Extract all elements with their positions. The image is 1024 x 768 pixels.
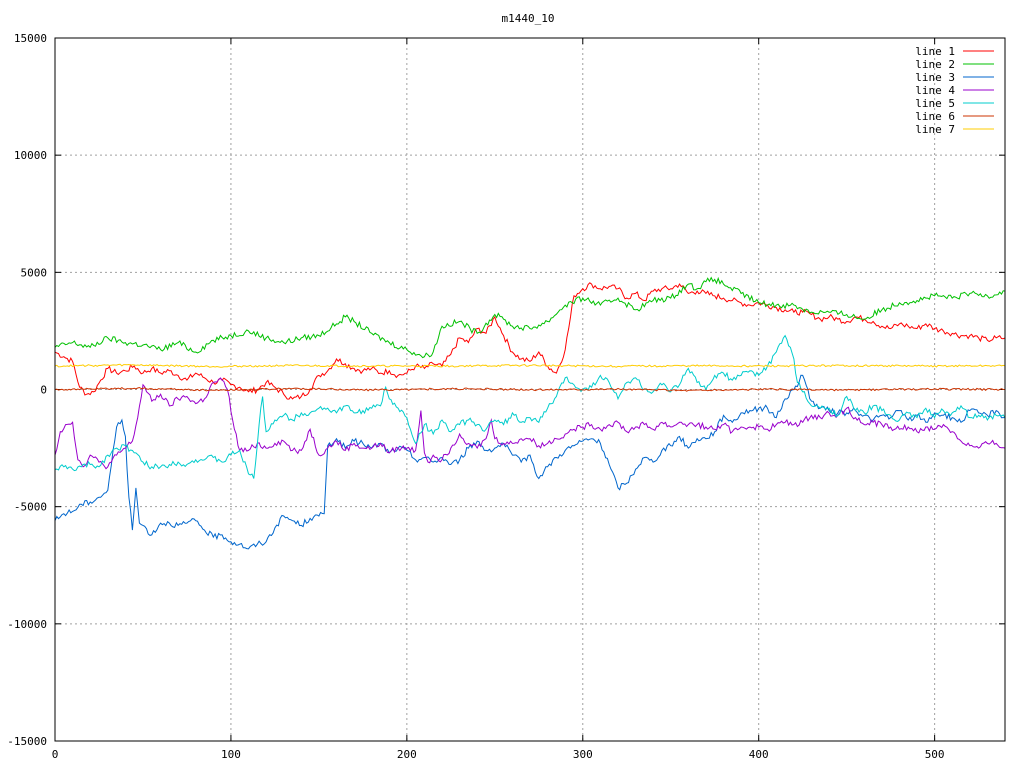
x-tick-label: 400 (749, 748, 769, 761)
y-tick-label: -15000 (7, 735, 47, 748)
x-tick-label: 300 (573, 748, 593, 761)
series-line-5 (54, 334, 1006, 479)
x-tick-label: 200 (397, 748, 417, 761)
y-tick-label: 15000 (14, 32, 47, 45)
legend-label-5: line 5 (915, 97, 955, 110)
series-group (54, 276, 1006, 550)
legend-label-1: line 1 (915, 45, 955, 58)
series-line-7 (54, 363, 1006, 368)
y-tick-label: -10000 (7, 618, 47, 631)
series-line-6 (54, 386, 1005, 392)
legend-label-7: line 7 (915, 123, 955, 136)
chart-title: m1440_10 (502, 12, 555, 25)
legend-label-3: line 3 (915, 71, 955, 84)
axis-ticks: 0 100 200 300 400 500 -15000 -10000 -5000 0 5000 10… (7, 32, 1005, 761)
series-line-2 (54, 276, 1006, 359)
x-tick-label: 0 (52, 748, 59, 761)
legend-label-2: line 2 (915, 58, 955, 71)
y-tick-label: 10000 (14, 149, 47, 162)
legend-label-4: line 4 (915, 84, 955, 97)
y-tick-label: 0 (40, 384, 47, 397)
x-tick-label: 100 (221, 748, 241, 761)
plot-frame (54, 37, 1006, 742)
legend-label-6: line 6 (915, 110, 955, 123)
series-line-3 (54, 374, 1005, 550)
x-tick-label: 500 (925, 748, 945, 761)
y-tick-label: 5000 (21, 266, 48, 279)
y-tick-label: -5000 (14, 501, 47, 514)
series-line-4 (54, 377, 1006, 470)
